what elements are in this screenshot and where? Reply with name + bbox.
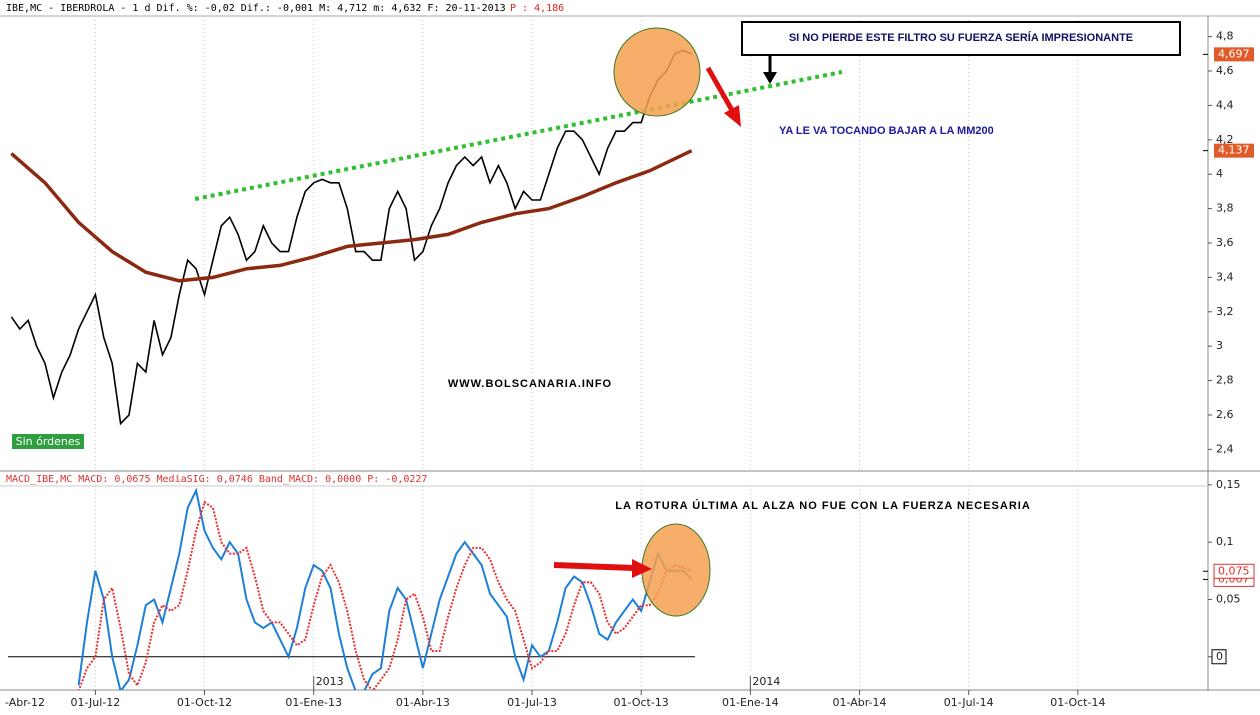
end-label: 4,137 [1218, 144, 1250, 157]
x-tick-label: 01-Oct-14 [1050, 696, 1105, 709]
arrow [705, 66, 736, 114]
y-tick-label: 2,6 [1216, 408, 1234, 421]
y-tick-label: 4 [1216, 167, 1223, 180]
status: Sin órdenes [16, 435, 81, 448]
y-tick-label: 3 [1216, 339, 1223, 352]
x-tick-label: 01-Jul-13 [507, 696, 557, 709]
arrow-head [632, 559, 652, 578]
watermark: WWW.BOLSCANARIA.INFO [448, 378, 612, 390]
y-tick-label: 4,8 [1216, 30, 1234, 43]
highlight [613, 27, 701, 117]
y-tick-label: 3,8 [1216, 202, 1234, 215]
header-price: P : 4,186 [510, 3, 564, 14]
end-label: 0,075 [1218, 564, 1250, 577]
tick-box [1211, 649, 1227, 665]
series-line [10, 49, 692, 426]
y-tick-label: 0,1 [1216, 535, 1234, 548]
x-tick-label: 01-Ene-13 [285, 696, 342, 709]
note: YA LE VA TOCANDO BAJAR A LA MM200 [779, 125, 994, 137]
x-tick-label: 01-Jul-14 [944, 696, 994, 709]
x-tick-label: 01-Abr-14 [833, 696, 887, 709]
arrow-head [763, 72, 777, 84]
arrow-head [724, 105, 741, 127]
y-tick-label: 3,2 [1216, 305, 1234, 318]
x-tick-label: 01-Jul-12 [70, 696, 120, 709]
series-line [77, 500, 693, 690]
status-box [12, 434, 84, 449]
header: MACD_IBE,MC MACD: 0,0675 MediaSIG: 0,074… [6, 474, 427, 485]
end-label-box [1213, 563, 1255, 579]
x-tick-label: 01-Oct-13 [614, 696, 669, 709]
note-box [741, 21, 1181, 56]
y-tick-label: 2,8 [1216, 374, 1234, 387]
arrow [553, 562, 635, 571]
y-tick-label: 0,05 [1216, 592, 1241, 605]
x-tick-label: 01-Oct-12 [177, 696, 232, 709]
x-tick-label: 01-Ene-14 [722, 696, 779, 709]
note: LA ROTURA ÚLTIMA AL ALZA NO FUE CON LA F… [615, 499, 1031, 512]
series-line [10, 149, 693, 283]
header: IBE,MC - IBERDROLA - 1 d Dif. %: -0,02 D… [6, 3, 506, 14]
note: SI NO PIERDE ESTE FILTRO SU FUERZA SERÍA… [789, 31, 1133, 44]
y-tick-label: 0,15 [1216, 478, 1241, 491]
year-label: 2013 [316, 675, 344, 688]
y-tick-label: 4,4 [1216, 98, 1234, 111]
trend-line [194, 70, 843, 201]
series-line [77, 487, 693, 690]
year-label: 2014 [752, 675, 780, 688]
y-tick-label: 4,6 [1216, 64, 1234, 77]
y-tick-label: 3,4 [1216, 270, 1234, 283]
end-label-box [1214, 47, 1254, 62]
end-label: 4,697 [1218, 47, 1250, 60]
y-tick-label: 2,4 [1216, 442, 1234, 455]
y-tick-label: 4,2 [1216, 133, 1234, 146]
x-tick-label: -Abr-12 [5, 696, 45, 709]
y-tick-label: 3,6 [1216, 236, 1234, 249]
highlight [641, 523, 711, 617]
end-label-box [1214, 143, 1254, 158]
y-tick-label: 0 [1216, 650, 1223, 663]
x-tick-label: 01-Abr-13 [396, 696, 450, 709]
